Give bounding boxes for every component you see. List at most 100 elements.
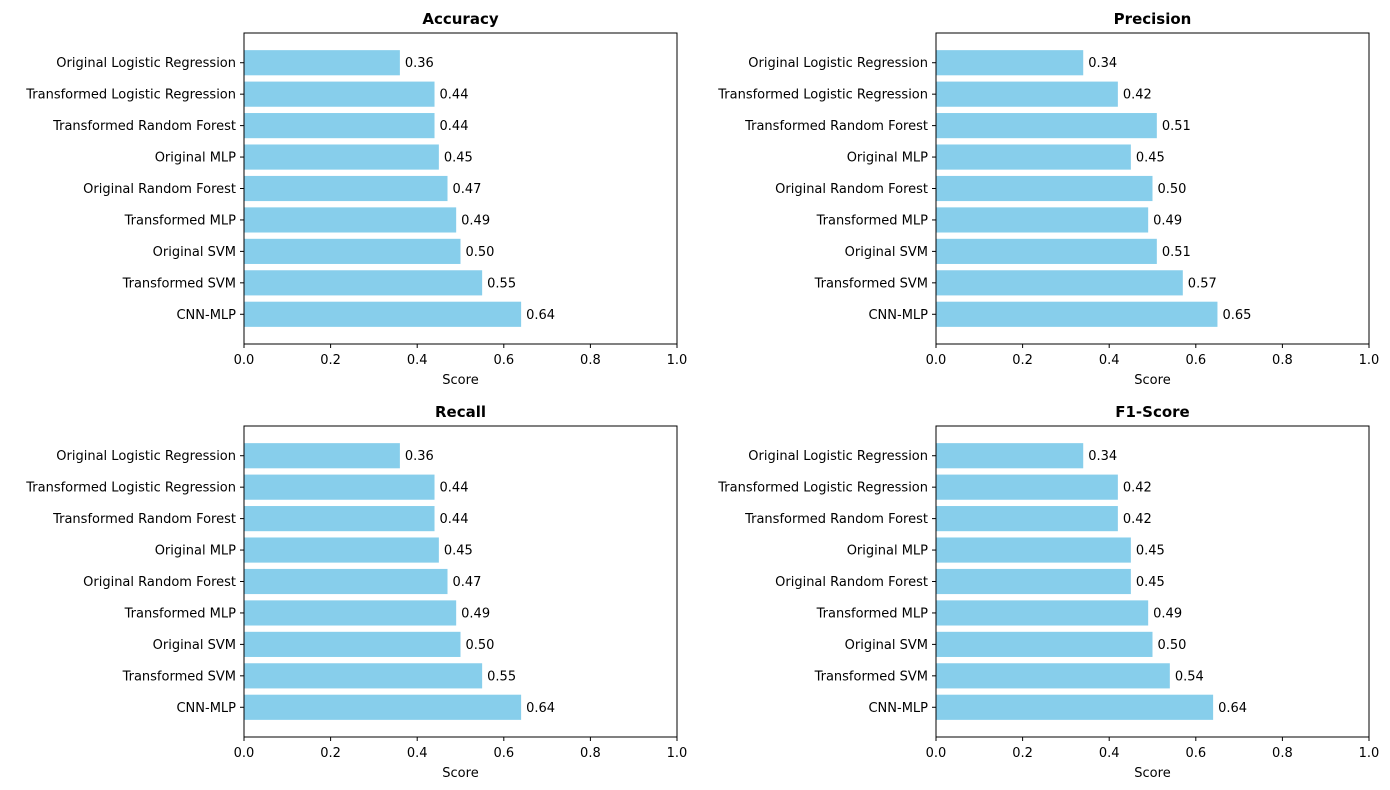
x-tick-label: 1.0 xyxy=(667,746,688,761)
bar-value-label: 0.36 xyxy=(405,56,434,71)
y-tick-label: Transformed SVM xyxy=(814,276,928,291)
bar xyxy=(936,537,1131,563)
x-tick-label: 1.0 xyxy=(667,353,688,368)
y-tick-label: Transformed Logistic Regression xyxy=(717,481,928,496)
y-tick-label: CNN-MLP xyxy=(176,308,236,323)
x-tick-label: 0.2 xyxy=(320,746,341,761)
bar xyxy=(244,270,483,296)
y-tick-label: Transformed MLP xyxy=(124,606,237,621)
bar-value-label: 0.49 xyxy=(461,606,490,621)
y-tick-label: Original SVM xyxy=(845,245,928,260)
x-axis-label: Score xyxy=(442,766,478,781)
chart-title: F1-Score xyxy=(1115,403,1189,421)
bar xyxy=(936,238,1157,264)
bar xyxy=(244,301,522,327)
y-tick-label: Original Random Forest xyxy=(775,182,928,197)
bar xyxy=(936,600,1149,626)
bar xyxy=(936,270,1183,296)
bar xyxy=(244,113,435,139)
bar-value-label: 0.64 xyxy=(1218,701,1247,716)
y-tick-label: Transformed MLP xyxy=(124,213,237,228)
bar xyxy=(244,568,448,595)
plot-frame xyxy=(935,425,1370,738)
bar-value-label: 0.50 xyxy=(1158,638,1187,653)
x-tick-label: 1.0 xyxy=(1359,746,1380,761)
bar-value-label: 0.51 xyxy=(1162,245,1191,260)
x-tick-label: 0.0 xyxy=(926,353,947,368)
bar-value-label: 0.55 xyxy=(487,669,516,684)
bar-value-label: 0.47 xyxy=(453,182,482,197)
x-tick-label: 0.8 xyxy=(1272,353,1293,368)
bar xyxy=(244,81,435,107)
bar xyxy=(244,600,457,626)
y-tick-label: Original MLP xyxy=(847,151,928,166)
x-tick-label: 0.6 xyxy=(1185,353,1206,368)
bar-value-label: 0.57 xyxy=(1188,276,1217,291)
bar xyxy=(936,443,1084,469)
bar xyxy=(244,175,448,202)
bar-value-label: 0.42 xyxy=(1123,512,1152,527)
x-tick-label: 0.0 xyxy=(234,353,255,368)
bar xyxy=(244,144,439,170)
bar-value-label: 0.44 xyxy=(440,481,469,496)
bar xyxy=(244,238,461,264)
bar-value-label: 0.44 xyxy=(440,119,469,134)
x-tick-label: 0.2 xyxy=(1012,746,1033,761)
bar-value-label: 0.44 xyxy=(440,88,469,103)
bar-value-label: 0.50 xyxy=(466,638,495,653)
x-tick-label: 0.8 xyxy=(580,353,601,368)
x-tick-label: 0.6 xyxy=(493,353,514,368)
y-tick-label: CNN-MLP xyxy=(868,308,928,323)
chart-panel-1: 0.36 Original Logistic Regression 0.44 Tran… xyxy=(25,10,687,388)
bar-value-label: 0.49 xyxy=(461,213,490,228)
y-tick-label: Transformed Random Forest xyxy=(52,119,236,134)
plot-frame xyxy=(243,32,678,345)
bar xyxy=(936,301,1218,327)
y-tick-label: Original SVM xyxy=(153,638,236,653)
bar xyxy=(936,694,1214,720)
y-tick-label: Original Logistic Regression xyxy=(748,449,928,464)
bar xyxy=(244,50,400,76)
bar xyxy=(244,663,483,689)
y-tick-label: Original Logistic Regression xyxy=(748,56,928,71)
y-tick-label: Transformed MLP xyxy=(816,213,929,228)
x-tick-label: 0.6 xyxy=(493,746,514,761)
bar-value-label: 0.47 xyxy=(453,575,482,590)
x-axis-label: Score xyxy=(1134,373,1170,388)
y-tick-label: Transformed MLP xyxy=(816,606,929,621)
x-tick-label: 0.6 xyxy=(1185,746,1206,761)
x-tick-label: 0.2 xyxy=(320,353,341,368)
bar-value-label: 0.49 xyxy=(1153,213,1182,228)
x-tick-label: 0.4 xyxy=(1099,746,1120,761)
bar xyxy=(244,631,461,657)
bar-value-label: 0.34 xyxy=(1088,56,1117,71)
x-tick-label: 0.0 xyxy=(234,746,255,761)
chart-panel-4: 0.34 Original Logistic Regression 0.42 Tran… xyxy=(717,403,1379,781)
plot-frame xyxy=(243,425,678,738)
bar-value-label: 0.34 xyxy=(1088,449,1117,464)
chart-title: Accuracy xyxy=(422,10,498,28)
bar xyxy=(936,663,1170,689)
bar-value-label: 0.50 xyxy=(466,245,495,260)
y-tick-label: Original Logistic Regression xyxy=(56,56,236,71)
y-tick-label: Transformed Logistic Regression xyxy=(25,481,236,496)
bar xyxy=(936,207,1149,233)
x-tick-label: 0.4 xyxy=(1099,353,1120,368)
chart-panel-2: 0.34 Original Logistic Regression 0.42 Tran… xyxy=(717,10,1379,388)
y-tick-label: Transformed Logistic Regression xyxy=(717,88,928,103)
bar-value-label: 0.54 xyxy=(1175,669,1204,684)
y-tick-label: Original Logistic Regression xyxy=(56,449,236,464)
y-tick-label: Transformed SVM xyxy=(122,669,236,684)
y-tick-label: CNN-MLP xyxy=(176,701,236,716)
x-tick-label: 0.8 xyxy=(1272,746,1293,761)
x-tick-label: 0.0 xyxy=(926,746,947,761)
y-tick-label: Original MLP xyxy=(155,151,236,166)
bar xyxy=(244,694,522,720)
bar xyxy=(936,175,1153,202)
bar-value-label: 0.51 xyxy=(1162,119,1191,134)
x-tick-label: 1.0 xyxy=(1359,353,1380,368)
y-tick-label: Transformed Random Forest xyxy=(744,119,928,134)
bar-value-label: 0.45 xyxy=(1136,575,1165,590)
bar xyxy=(244,474,435,500)
